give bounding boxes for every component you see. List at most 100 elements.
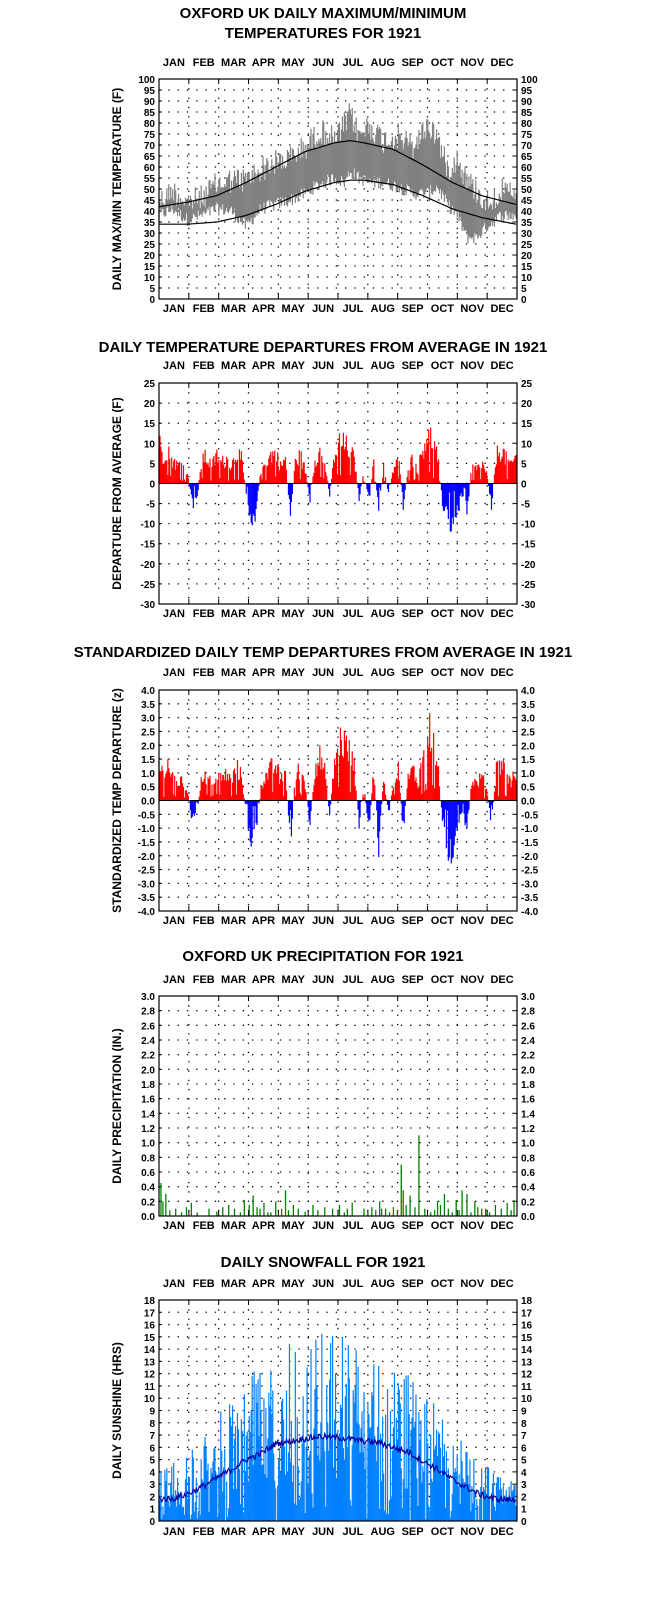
standardized-month-label-top: DEC — [490, 667, 513, 679]
precip-month-label-bottom: JUL — [343, 1220, 364, 1232]
standardized-ytick-right: 3.5 — [521, 700, 535, 711]
precip-ytick-right: 2.8 — [521, 1007, 535, 1018]
sunshine-month-label-bottom: MAR — [221, 1526, 246, 1538]
precip-ytick-left: 0.8 — [141, 1153, 155, 1164]
departures-ytick-right: 10 — [521, 439, 533, 450]
sunshine-ytick-left: 6 — [149, 1443, 155, 1454]
standardized-month-label-bottom: DEC — [490, 915, 513, 927]
sunshine-month-label-bottom: AUG — [371, 1526, 395, 1538]
precip-chart: OXFORD UK PRECIPITATION FOR 1921 JAN JAN FE… — [110, 948, 535, 1232]
temps-month-label-bottom: JUL — [343, 303, 364, 315]
standardized-ytick-right: -1.5 — [521, 838, 539, 849]
standardized-ytick-right: 1.0 — [521, 769, 535, 780]
temps-ytick-left: 30 — [144, 229, 156, 240]
sunshine-ytick-right: 4 — [521, 1468, 527, 1479]
departures-month-label-bottom: JUL — [343, 608, 364, 620]
temps-ytick-left: 35 — [144, 218, 156, 229]
departures-month-label-bottom: AUG — [371, 608, 395, 620]
temps-ytick-right: 90 — [521, 97, 533, 108]
sunshine-ytick-left: 4 — [149, 1468, 155, 1479]
sunshine-month-label-top: OCT — [431, 1278, 455, 1290]
temps-ytick-left: 5 — [149, 284, 155, 295]
standardized-ytick-right: -0.5 — [521, 810, 539, 821]
precip-ytick-right: 1.8 — [521, 1080, 535, 1091]
standardized-ytick-left: 1.0 — [141, 769, 155, 780]
departures-month-label-bottom: JAN — [163, 608, 185, 620]
temps-ytick-right: 15 — [521, 262, 533, 273]
sunshine-month-label-top: NOV — [460, 1278, 485, 1290]
sunshine-ytick-right: 9 — [521, 1407, 527, 1418]
departures-ytick-left: -30 — [141, 600, 156, 611]
sunshine-ytick-left: 17 — [144, 1308, 156, 1319]
departures-ytick-right: 0 — [521, 479, 527, 490]
sunshine-bars — [158, 1333, 517, 1521]
standardized-ytick-left: 2.0 — [141, 741, 155, 752]
sunshine-ytick-right: 6 — [521, 1443, 527, 1454]
sunshine-ylabel: DAILY SUNSHINE (HRS) — [110, 1342, 124, 1479]
standardized-ytick-right: -3.5 — [521, 893, 539, 904]
precip-ytick-right: 0.2 — [521, 1197, 535, 1208]
temps-month-label-top: DEC — [490, 57, 513, 69]
temps-month-label-bottom: MAR — [221, 303, 246, 315]
departures-plot-frame — [158, 382, 518, 605]
precip-title: OXFORD UK PRECIPITATION FOR 1921 — [182, 948, 463, 965]
departures-ytick-right: 5 — [521, 459, 527, 470]
sunshine-plot-frame — [158, 1299, 518, 1522]
temps-ytick-left: 45 — [144, 196, 156, 207]
standardized-ytick-right: -2.0 — [521, 852, 539, 863]
departures-ytick-left: 15 — [144, 419, 156, 430]
sunshine-ytick-right: 18 — [521, 1296, 533, 1307]
standardized-ytick-left: -2.0 — [138, 852, 156, 863]
sunshine-month-label-top: JUN — [312, 1278, 334, 1290]
departures-month-label-bottom: OCT — [431, 608, 455, 620]
sunshine-month-label-bottom: JUN — [312, 1526, 334, 1538]
precip-ytick-left: 0.6 — [141, 1168, 155, 1179]
precip-ytick-right: 3.0 — [521, 992, 535, 1003]
departures-month-label-bottom: JUN — [312, 608, 334, 620]
standardized-ytick-left: -0.5 — [138, 810, 156, 821]
temps-ytick-left: 0 — [149, 295, 155, 306]
sunshine-ytick-right: 15 — [521, 1333, 533, 1344]
sunshine-ytick-right: 11 — [521, 1382, 532, 1393]
sunshine-ytick-left: 16 — [144, 1321, 156, 1332]
precip-ytick-right: 1.0 — [521, 1139, 535, 1150]
temps-normal-min-line — [159, 179, 517, 225]
precip-ytick-right: 0.0 — [521, 1212, 535, 1223]
departures-ytick-right: 15 — [521, 419, 533, 430]
temps-ytick-right: 100 — [521, 75, 538, 86]
departures-month-label-bottom: DEC — [490, 608, 513, 620]
precip-month-label-bottom: JAN — [163, 1220, 185, 1232]
departures-month-label-top: APR — [252, 360, 275, 372]
departures-chart: DAILY TEMPERATURE DEPARTURES FROM AVERAG… — [99, 339, 548, 620]
temps-plot-frame — [158, 78, 518, 300]
standardized-ytick-right: 2.0 — [521, 741, 535, 752]
sunshine-ytick-left: 12 — [144, 1370, 156, 1381]
standardized-month-label-bottom: APR — [252, 915, 275, 927]
standardized-bars — [158, 713, 517, 864]
temps-ytick-right: 65 — [521, 152, 533, 163]
departures-ytick-left: -25 — [141, 580, 156, 591]
sunshine-ytick-left: 5 — [149, 1456, 155, 1467]
sunshine-ytick-right: 8 — [521, 1419, 527, 1430]
temps-ytick-left: 100 — [138, 75, 155, 86]
standardized-ytick-right: -3.0 — [521, 879, 539, 890]
standardized-ytick-right: 0.5 — [521, 783, 535, 794]
temps-daily-range-bars — [158, 103, 517, 244]
sunshine-ytick-right: 1 — [521, 1505, 527, 1516]
temps-month-label-top: MAY — [282, 57, 306, 69]
precip-ytick-right: 1.4 — [521, 1109, 535, 1120]
standardized-month-label-top: NOV — [460, 667, 485, 679]
departures-month-label-top: NOV — [460, 360, 485, 372]
standardized-month-label-top: APR — [252, 667, 275, 679]
temps-ytick-right: 75 — [521, 130, 533, 141]
precip-month-label-top: MAR — [221, 974, 246, 986]
sunshine-month-label-bottom: JUL — [343, 1526, 364, 1538]
precip-ytick-right: 2.0 — [521, 1065, 535, 1076]
sunshine-ytick-right: 0 — [521, 1517, 527, 1528]
temps-ytick-right: 20 — [521, 251, 533, 262]
temps-ytick-right: 5 — [521, 284, 527, 295]
departures-ytick-left: -10 — [141, 520, 156, 531]
temps-month-label-top: JAN — [163, 57, 185, 69]
sunshine-ytick-left: 11 — [144, 1382, 155, 1393]
standardized-month-label-bottom: MAY — [282, 915, 306, 927]
